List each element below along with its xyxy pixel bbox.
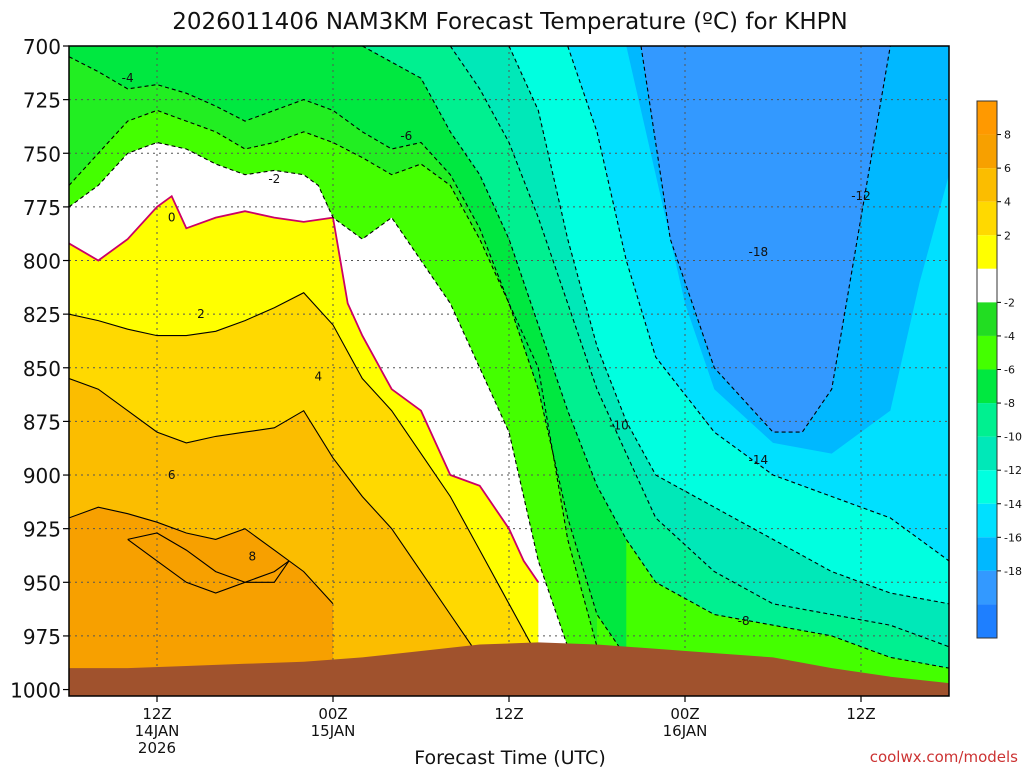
- isotherm-label--10: -10: [609, 419, 629, 433]
- isotherm--12: [508, 46, 949, 605]
- isotherm-label--4: -4: [122, 71, 134, 85]
- isotherm-label--2: -2: [268, 172, 280, 186]
- x-tick-date: 14JAN: [135, 722, 180, 740]
- x-tick-label: 12Z: [846, 705, 875, 723]
- isotherm--2: [69, 141, 569, 647]
- isotherm-label-0: 0: [168, 211, 176, 225]
- isotherm-label-8: 8: [249, 550, 257, 564]
- x-tick-label: 00Z: [318, 705, 347, 723]
- colorbar-swatch: [977, 403, 997, 437]
- chart-title: 2026011406 NAM3KM Forecast Temperature (…: [172, 9, 847, 35]
- isotherm--18: [640, 46, 891, 433]
- isotherm-2: [69, 292, 539, 658]
- x-tick-date: 15JAN: [311, 722, 356, 740]
- y-tick-label-800: 800: [23, 250, 61, 274]
- isotherm-label--8: -8: [738, 614, 750, 628]
- isotherm-label--14: -14: [749, 453, 769, 467]
- x-tick-label: 12Z: [494, 705, 523, 723]
- colorbar-label: 6: [1004, 162, 1011, 175]
- colorbar-swatch: [977, 268, 997, 303]
- y-tick-label-775: 775: [23, 196, 61, 220]
- y-tick-label-900: 900: [23, 464, 61, 488]
- colorbar-swatch: [977, 134, 997, 169]
- y-tick-label-1000: 1000: [10, 679, 61, 703]
- colorbar-label: -12: [1004, 464, 1022, 477]
- plot-area: 0 2 4 6 8 -2 -4 -6 -8 -10 -12 -14 -18: [69, 46, 949, 696]
- credit-text: coolwx.com/models: [870, 748, 1018, 766]
- fill-band-green-6: [69, 46, 627, 658]
- y-tick-label-925: 925: [23, 518, 61, 542]
- colorbar-swatch: [977, 335, 997, 370]
- isotherm-label--18: -18: [749, 245, 769, 259]
- x-tick-label: 12Z: [142, 705, 171, 723]
- colorbar: 8 6 4 2 -2 -4 -6 -8 -10 -12 -14 -16 -18: [976, 100, 1022, 639]
- colorbar-swatch: [977, 201, 997, 236]
- terrain-ground: [69, 642, 949, 696]
- colorbar-swatch: [977, 470, 997, 504]
- y-tick-label-875: 875: [23, 410, 61, 434]
- y-tick-label-725: 725: [23, 89, 61, 113]
- isotherm-layer: 0 2 4 6 8 -2 -4 -6 -8 -10 -12 -14 -18: [69, 46, 949, 669]
- isotherm-label-4: 4: [315, 369, 323, 383]
- y-tick-label-975: 975: [23, 625, 61, 649]
- terrain-layer: [69, 642, 949, 696]
- x-tick-date: 16JAN: [663, 722, 708, 740]
- y-tick-label-850: 850: [23, 357, 61, 381]
- colorbar-label: -18: [1004, 565, 1022, 578]
- isotherm-label-2: 2: [197, 307, 205, 321]
- x-tick-label: 00Z: [670, 705, 699, 723]
- x-axis-label: Forecast Time (UTC): [414, 747, 605, 768]
- colorbar-label: -2: [1004, 296, 1015, 309]
- colorbar-swatch: [977, 503, 997, 538]
- isotherm-label--6: -6: [400, 129, 412, 143]
- colorbar-swatch: [977, 537, 997, 571]
- y-axis: 700 725 750 775 800 825 850 875 900 925 950 975 1000: [10, 35, 69, 703]
- isotherm-0: [69, 194, 540, 583]
- colorbar-label: 4: [1004, 196, 1011, 209]
- colorbar-label: -8: [1004, 397, 1015, 410]
- colorbar-frame: [976, 100, 998, 639]
- isotherm--8: [362, 46, 949, 669]
- colorbar-swatch: [977, 570, 997, 605]
- colorbar-label: -4: [1004, 330, 1015, 343]
- fill-band-2: [69, 507, 333, 696]
- colorbar-swatch-top: [977, 101, 997, 135]
- colorbar-label: 8: [1004, 129, 1011, 142]
- colorbar-label: -6: [1004, 364, 1015, 377]
- colorbar-swatch: [977, 235, 997, 269]
- colorbar-label: 2: [1004, 229, 1011, 242]
- isotherm--6: [69, 56, 627, 658]
- isotherm-8: [127, 532, 290, 594]
- isotherm-label-6: 6: [168, 468, 176, 482]
- x-tick-year: 2026: [138, 739, 176, 757]
- colorbar-label: -10: [1004, 431, 1022, 444]
- isotherm-4: [69, 377, 481, 658]
- grid-layer: [69, 46, 949, 696]
- colorbar-label: -16: [1004, 531, 1022, 544]
- colorbar-swatch: [977, 369, 997, 404]
- colorbar-swatch: [977, 604, 997, 638]
- colorbar-swatch: [977, 302, 997, 336]
- isotherm-label--12: -12: [851, 189, 871, 203]
- y-tick-label-825: 825: [23, 303, 61, 327]
- colorbar-swatch: [977, 436, 997, 471]
- isotherm--14: [567, 46, 949, 562]
- y-tick-label-950: 950: [23, 571, 61, 595]
- y-tick-label-700: 700: [23, 35, 61, 59]
- colorbar-swatch: [977, 168, 997, 202]
- y-tick-label-750: 750: [23, 142, 61, 166]
- isotherm--10: [449, 46, 949, 648]
- colorbar-label: -14: [1004, 498, 1022, 511]
